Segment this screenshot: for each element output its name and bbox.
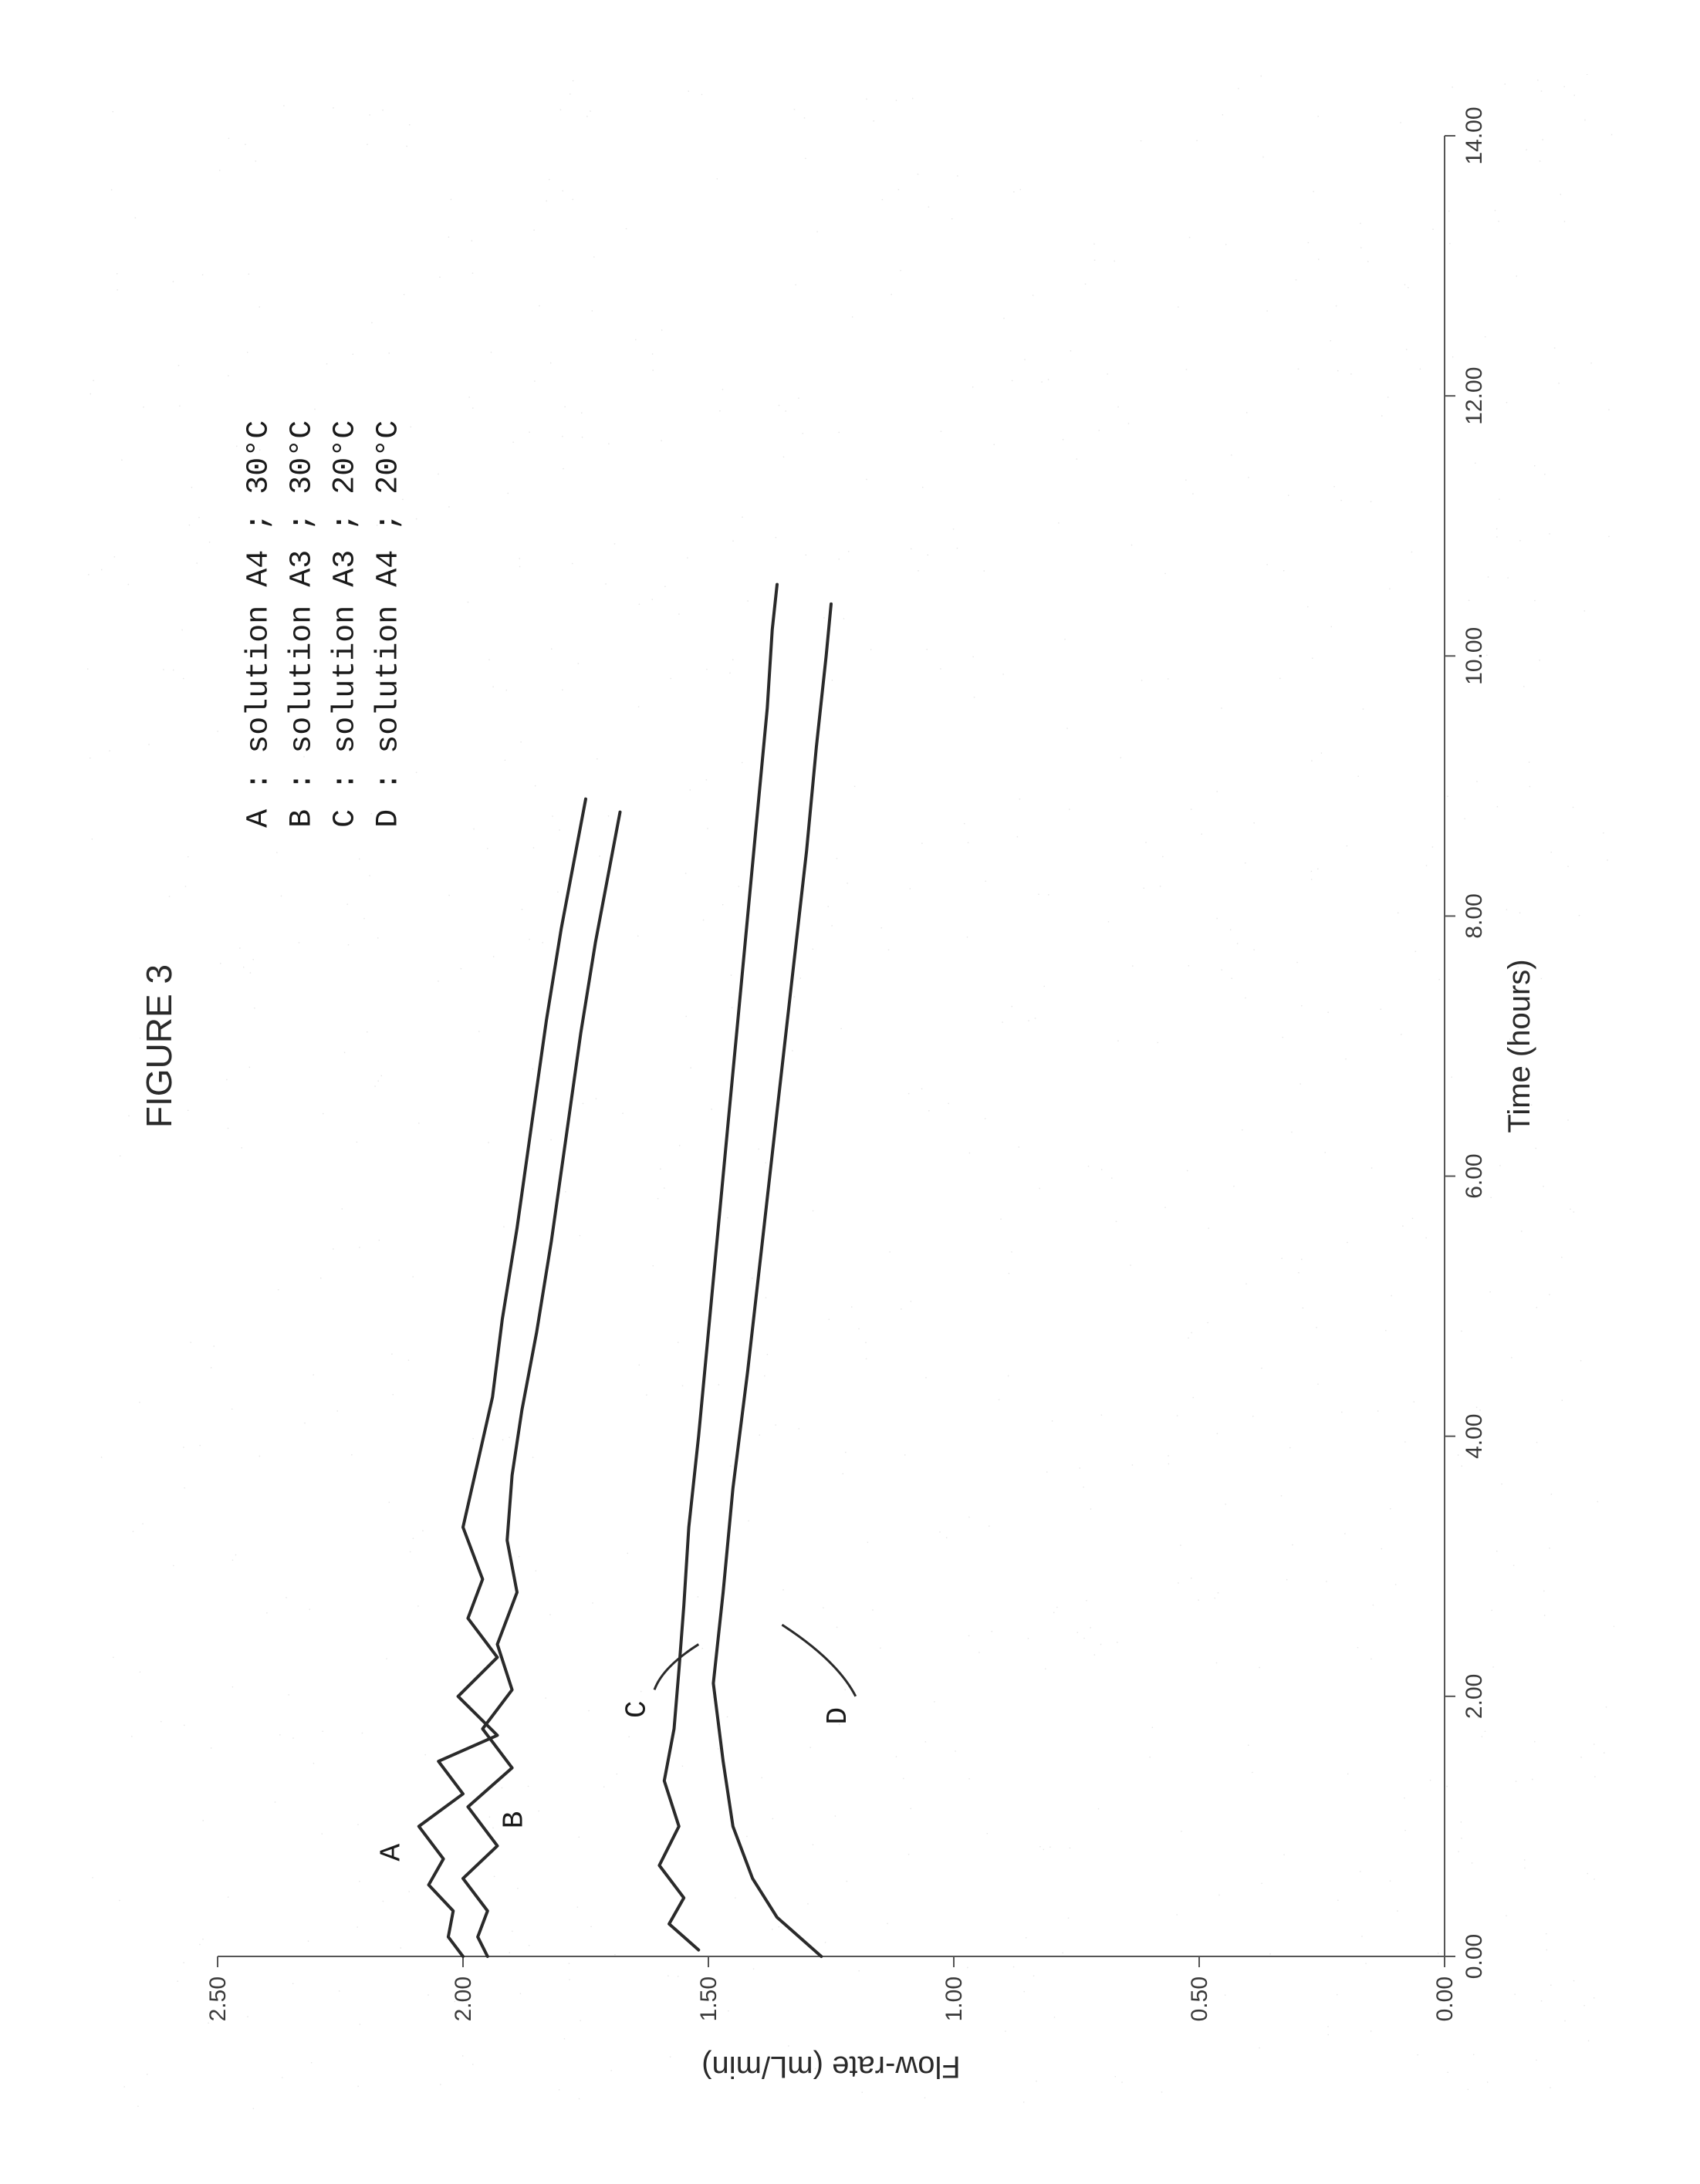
legend-text-A: solution A4 ; 30°C [242, 420, 276, 753]
legend-row-C: C : solution A3 ; 20°C [328, 420, 363, 827]
legend-sep: : [285, 753, 319, 808]
x-tick-label: 12.00 [1462, 366, 1487, 424]
y-axis-label: Flow-rate (mL/min) [701, 2050, 961, 2084]
x-tick-label: 10.00 [1462, 626, 1487, 684]
legend-sep: : [328, 753, 363, 808]
legend-text-D: solution A4 ; 20°C [371, 420, 406, 753]
line-chart: FIGURE 3 0.00 2.00 4.00 6.00 8.00 10.00 12.00 14… [86, 74, 1614, 2111]
legend-key-A: A [242, 808, 276, 827]
legend-text-C: solution A3 ; 20°C [328, 420, 363, 753]
page: FIGURE 3 0.00 2.00 4.00 6.00 8.00 10.00 12.00 14… [0, 0, 1700, 2184]
y-tick-label: 1.50 [696, 1976, 722, 2021]
x-axis-label: Time (hours) [1502, 959, 1536, 1133]
x-tick-label: 0.00 [1462, 1933, 1487, 1978]
chart-title: FIGURE 3 [139, 964, 179, 1127]
x-tick-label: 2.00 [1462, 1673, 1487, 1718]
y-tick-label: 0.00 [1432, 1976, 1458, 2021]
curve-label-B: B [498, 1811, 531, 1828]
legend-row-B: B : solution A3 ; 30°C [285, 420, 319, 827]
y-tick-label: 0.50 [1187, 1976, 1212, 2021]
legend-key-D: D [371, 808, 406, 827]
curve-label-A: A [375, 1843, 408, 1861]
y-tick-label: 1.00 [941, 1976, 967, 2021]
x-tick-label: 4.00 [1462, 1413, 1487, 1458]
legend-sep: : [371, 753, 406, 808]
curve-label-D: D [822, 1706, 855, 1724]
legend-sep: : [242, 753, 276, 808]
y-tick-label: 2.00 [451, 1976, 476, 2021]
legend-row-D: D : solution A4 ; 20°C [371, 420, 406, 827]
legend-key-C: C [328, 808, 363, 827]
legend-row-A: A : solution A4 ; 30°C [242, 420, 276, 827]
curve-label-C: C [620, 1700, 654, 1718]
x-tick-label: 8.00 [1462, 893, 1487, 938]
x-tick-label: 14.00 [1462, 106, 1487, 164]
legend-text-B: solution A3 ; 30°C [285, 420, 319, 753]
y-tick-label: 2.50 [205, 1976, 231, 2021]
legend-key-B: B [285, 808, 319, 827]
x-tick-label: 6.00 [1462, 1153, 1487, 1198]
chart-rotated-container: FIGURE 3 0.00 2.00 4.00 6.00 8.00 10.00 12.00 14… [86, 74, 1614, 2111]
